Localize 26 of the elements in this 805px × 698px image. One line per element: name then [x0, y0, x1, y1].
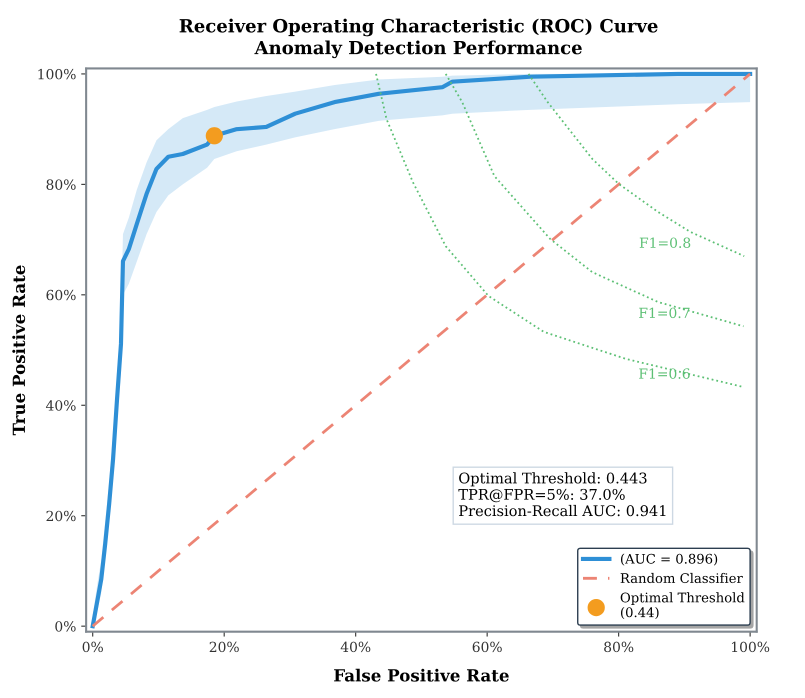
y-tick-label: 40%	[46, 400, 76, 411]
x-tick-label: 40%	[340, 642, 370, 652]
legend-label: Random Classifier	[620, 572, 743, 584]
x-axis-title: False Positive Rate	[334, 668, 509, 682]
y-tick-label: 100%	[38, 68, 76, 80]
x-tick-label: 0%	[82, 642, 103, 652]
y-tick-label: 80%	[46, 179, 76, 190]
legend-label: Optimal Threshold (0.44)	[620, 592, 744, 620]
x-tick-label: 60%	[472, 642, 502, 652]
y-axis-title: True Positive Rate	[12, 265, 26, 436]
line-series	[375, 73, 744, 388]
y-tick-label: 20%	[46, 510, 76, 522]
annotation: Optimal Threshold: 0.443 TPR@FPR=5%: 37.0% Precision-Recall AUC: 0.941	[458, 472, 666, 516]
x-tick-label: 20%	[210, 642, 239, 652]
line-series	[444, 73, 744, 328]
x-tick-label: 100%	[732, 642, 770, 652]
series-label: F1=0.8	[640, 237, 690, 248]
line-series	[528, 73, 746, 258]
y-tick-label: 0%	[55, 621, 76, 632]
y-tick-label: 60%	[46, 290, 76, 300]
legend-label: (AUC = 0.896)	[620, 554, 718, 566]
chart-title: Receiver Operating Characteristic (ROC) Curve	[180, 18, 658, 36]
series-label: F1=0.7	[639, 308, 690, 318]
series-label: F1=0.6	[639, 368, 690, 379]
x-tick-label: 80%	[604, 642, 634, 652]
chart-subtitle: Anomaly Detection Performance	[254, 40, 582, 58]
